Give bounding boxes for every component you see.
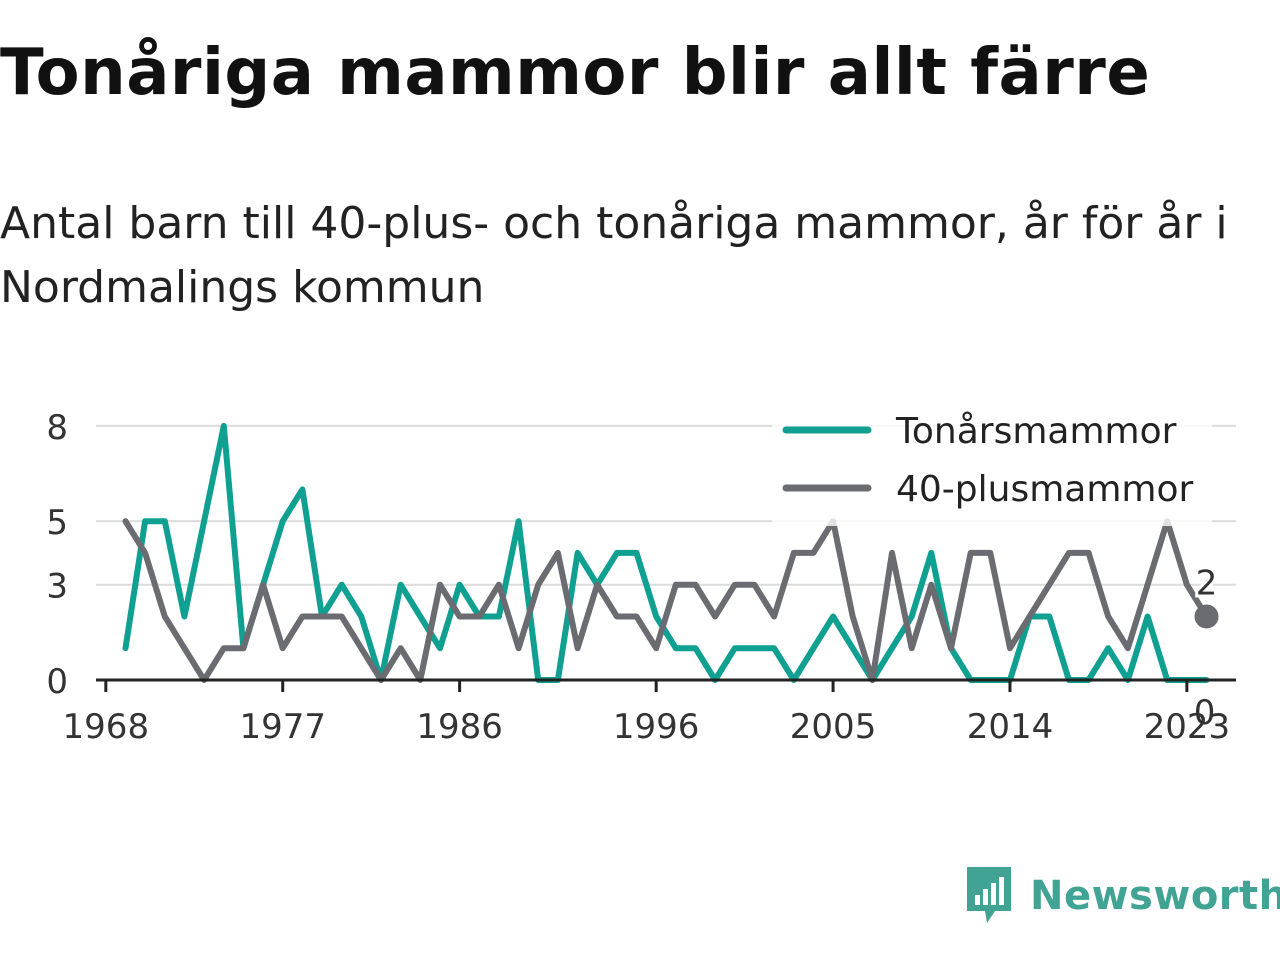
x-axis [96,678,1236,692]
brand-name: Newsworthy [1030,873,1280,919]
x-tick-label: 1968 [63,707,150,747]
y-tick-label: 5 [46,503,68,543]
chart-subtitle: Antal barn till 40-plus- och tonåriga ma… [0,198,1228,313]
x-tick-label: 2014 [967,707,1054,747]
chart-title: Tonåriga mammor blir allt färre [0,36,1151,110]
legend-background [772,402,1212,526]
x-tick-label: 1996 [613,707,700,747]
y-tick-label: 0 [46,662,68,702]
y-tick-label: 8 [46,408,68,448]
x-tick-label: 1977 [239,707,326,747]
end-label-40-plusmammor: 2 [1196,563,1218,603]
end-labels: 20 [1193,560,1221,733]
newsworthy-logo: Newsworthy [964,864,1280,928]
line-chart: 0 3 5 8 1968 1977 1986 1996 2005 2014 2023 Tonårsm… [46,402,1236,747]
end-point-marker [1194,604,1219,629]
legend: Tonårsmammor 40-plusmammor [772,402,1212,526]
x-tick-label: 2005 [790,707,877,747]
bar-chart-speech-bubble-icon [967,867,1011,923]
legend-label: Tonårsmammor [895,411,1177,452]
tick-labels: 0 3 5 8 1968 1977 1986 1996 2005 2014 2023 [46,408,1230,747]
end-label-tonarsmammor: 0 [1194,693,1216,733]
x-tick-label: 1986 [416,707,503,747]
y-tick-label: 3 [46,567,68,607]
series-line-40-plusmammor [122,518,1210,683]
x-tick-label: 2023 [1144,707,1231,747]
series-lines [122,422,1210,683]
legend-label: 40-plusmammor [896,469,1194,510]
